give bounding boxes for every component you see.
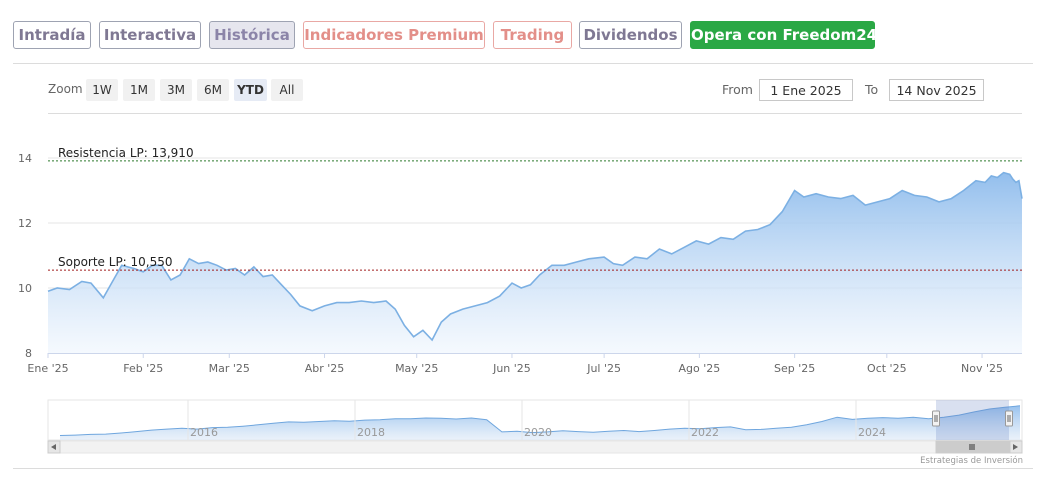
from-label: From xyxy=(722,82,753,97)
navigator-area xyxy=(60,405,1020,440)
to-label: To xyxy=(865,82,879,97)
navigator-right-handle[interactable] xyxy=(1005,410,1013,427)
navigator-year-label: 2016 xyxy=(190,426,218,439)
x-tick-label: Ago '25 xyxy=(678,362,720,375)
zoom-label: Zoom xyxy=(48,82,83,96)
support-label: Soporte LP: 10,550 xyxy=(58,255,173,269)
navigator-selection xyxy=(936,400,1009,440)
tab-intradia[interactable]: Intradía xyxy=(13,21,91,49)
top-divider xyxy=(13,63,1033,64)
navigator-year-label: 2022 xyxy=(691,426,719,439)
freedom24-button[interactable]: Opera con Freedom24 xyxy=(690,21,877,49)
zoom-6m-button[interactable]: 6M xyxy=(197,79,229,101)
chart-tabs: Intradía Interactiva Histórica Indicador… xyxy=(13,21,1033,51)
zoom-ytd-button[interactable]: YTD xyxy=(234,79,267,101)
toolbar-divider xyxy=(48,113,1022,114)
tab-historica[interactable]: Histórica xyxy=(209,21,295,49)
zoom-1m-button[interactable]: 1M xyxy=(123,79,155,101)
bottom-divider xyxy=(13,468,1033,469)
tab-indicadores-premium[interactable]: Indicadores Premium xyxy=(303,21,485,49)
navigator-year-label: 2020 xyxy=(524,426,552,439)
x-tick-label: Feb '25 xyxy=(123,362,163,375)
x-tick-label: Abr '25 xyxy=(305,362,345,375)
x-tick-label: May '25 xyxy=(395,362,438,375)
navigator-left-handle[interactable] xyxy=(932,410,940,427)
y-tick-label: 10 xyxy=(18,282,32,295)
zoom-3m-button[interactable]: 3M xyxy=(160,79,192,101)
y-tick-label: 8 xyxy=(25,347,32,360)
tab-dividendos[interactable]: Dividendos xyxy=(579,21,682,49)
scroll-left-arrow-icon xyxy=(51,444,56,450)
y-tick-label: 12 xyxy=(18,217,32,230)
x-tick-label: Ene '25 xyxy=(27,362,68,375)
navigator-year-label: 2024 xyxy=(858,426,886,439)
x-tick-label: Jun '25 xyxy=(492,362,531,375)
zoom-1w-button[interactable]: 1W xyxy=(86,79,118,101)
y-tick-label: 14 xyxy=(18,152,32,165)
scroll-right-arrow-icon xyxy=(1013,444,1018,450)
x-tick-label: Sep '25 xyxy=(774,362,815,375)
chart-credit: Estrategias de Inversión xyxy=(920,456,1023,466)
resistance-label: Resistencia LP: 13,910 xyxy=(58,146,194,160)
from-date-input[interactable] xyxy=(759,79,853,101)
navigator-year-label: 2018 xyxy=(357,426,385,439)
price-area xyxy=(48,172,1022,353)
price-line xyxy=(47,171,1023,342)
x-tick-label: Nov '25 xyxy=(961,362,1003,375)
tab-trading[interactable]: Trading xyxy=(493,21,572,49)
scrollbar-track xyxy=(47,440,1023,454)
to-date-input[interactable] xyxy=(889,79,984,101)
tab-interactiva[interactable]: Interactiva xyxy=(99,21,201,49)
x-tick-label: Oct '25 xyxy=(867,362,907,375)
zoom-all-button[interactable]: All xyxy=(271,79,303,101)
navigator-line xyxy=(59,405,1021,436)
x-tick-label: Mar '25 xyxy=(209,362,250,375)
x-tick-label: Jul '25 xyxy=(586,362,621,375)
